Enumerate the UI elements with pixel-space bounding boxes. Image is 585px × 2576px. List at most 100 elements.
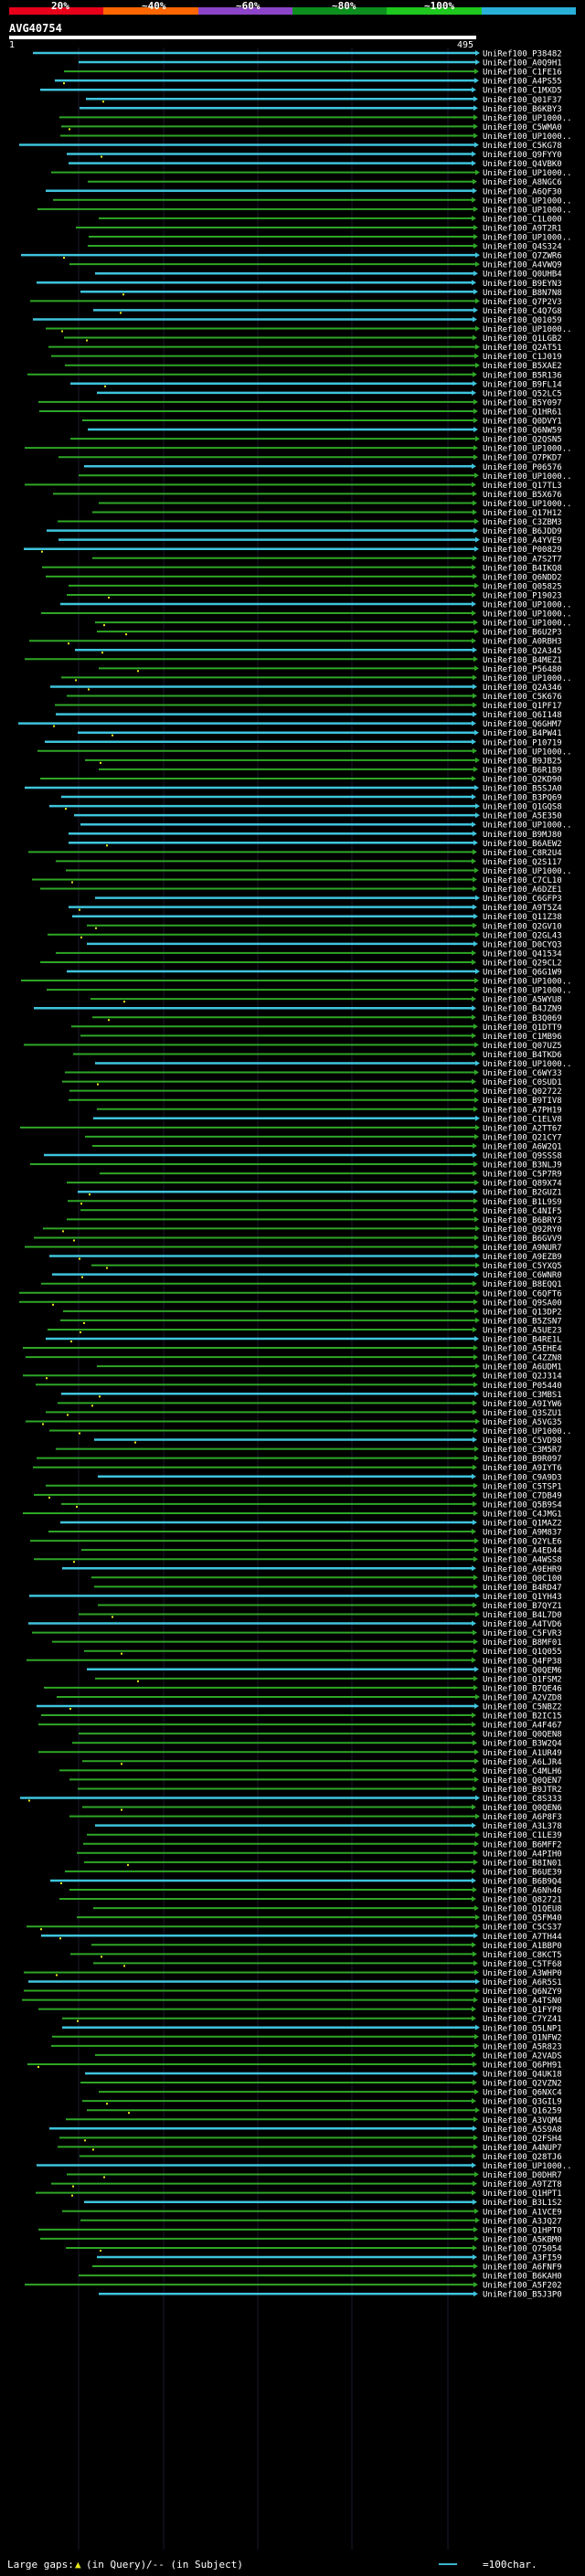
hit-label[interactable]: UniRef100_B4RD47 (483, 1584, 562, 1593)
hit-label[interactable]: UniRef100_Q21CY7 (483, 1133, 562, 1142)
hit-label[interactable]: UniRef100_B6GVV9 (483, 1235, 562, 1244)
hit-label[interactable]: UniRef100_B4IKQ8 (483, 564, 562, 573)
hit-label[interactable]: UniRef100_C1MB96 (483, 1033, 562, 1042)
hit-label[interactable]: UniRef100_Q0QEN8 (483, 1731, 562, 1740)
hit-label[interactable]: UniRef100_B9R097 (483, 1455, 562, 1464)
hit-label[interactable]: UniRef100_A2VADS (483, 2051, 562, 2061)
hit-label[interactable]: UniRef100_C4JMG1 (483, 1510, 562, 1519)
hit-label[interactable]: UniRef100_Q2VZN2 (483, 2080, 562, 2089)
hit-label[interactable]: UniRef100_A4PS55 (483, 78, 562, 87)
hit-label[interactable]: UniRef100_UP1000.. (483, 234, 572, 243)
hit-label[interactable]: UniRef100_A0Q9H1 (483, 59, 562, 69)
hit-label[interactable]: UniRef100_A6Nh46 (483, 1887, 562, 1896)
hit-label[interactable]: UniRef100_Q2S117 (483, 858, 562, 867)
hit-label[interactable]: UniRef100_UP1000.. (483, 169, 572, 178)
hit-label[interactable]: UniRef100_A6W2Q1 (483, 1142, 562, 1151)
hit-label[interactable]: UniRef100_Q1DTT9 (483, 1023, 562, 1033)
hit-label[interactable]: UniRef100_A6QF30 (483, 187, 562, 196)
hit-label[interactable]: UniRef100_A4TSN0 (483, 1997, 562, 2006)
hit-label[interactable]: UniRef100_B6KAH0 (483, 2273, 562, 2282)
hit-label[interactable]: UniRef100_UP1000.. (483, 610, 572, 620)
hit-label[interactable]: UniRef100_UP1000.. (483, 445, 572, 454)
hit-label[interactable]: UniRef100_Q2GL43 (483, 931, 562, 940)
hit-label[interactable]: UniRef100_A9EZB9 (483, 1253, 562, 1262)
hit-label[interactable]: UniRef100_C7CL10 (483, 876, 562, 885)
hit-label[interactable]: UniRef100_Q6G1W9 (483, 969, 562, 978)
hit-label[interactable]: UniRef100_C5WMA0 (483, 123, 562, 133)
hit-label[interactable]: UniRef100_Q05825 (483, 582, 562, 591)
hit-label[interactable]: UniRef100_C6QFT6 (483, 1289, 562, 1299)
hit-label[interactable]: UniRef100_Q1NFW2 (483, 2033, 562, 2042)
hit-label[interactable]: UniRef100_UP1000.. (483, 2162, 572, 2171)
hit-label[interactable]: UniRef100_C8S333 (483, 1795, 562, 1804)
hit-label[interactable]: UniRef100_D0CYQ3 (483, 940, 562, 949)
hit-label[interactable]: UniRef100_C3MBS1 (483, 1391, 562, 1400)
hit-label[interactable]: UniRef100_C4ZZN8 (483, 1354, 562, 1363)
hit-label[interactable]: UniRef100_C5VD98 (483, 1436, 562, 1446)
hit-label[interactable]: UniRef100_Q0C100 (483, 1574, 562, 1584)
hit-label[interactable]: UniRef100_B4RE1L (483, 1336, 562, 1345)
hit-label[interactable]: UniRef100_A4PIH0 (483, 1850, 562, 1859)
hit-label[interactable]: UniRef100_Q6GHM7 (483, 720, 562, 729)
hit-label[interactable]: UniRef100_B3L1S2 (483, 2199, 562, 2208)
hit-label[interactable]: UniRef100_Q9FYY0 (483, 151, 562, 160)
hit-label[interactable]: UniRef100_A4ED44 (483, 1547, 562, 1556)
hit-label[interactable]: UniRef100_B9JTR2 (483, 1786, 562, 1795)
hit-label[interactable]: UniRef100_B5SJA0 (483, 785, 562, 794)
hit-label[interactable]: UniRef100_C5TSP1 (483, 1482, 562, 1491)
hit-label[interactable]: UniRef100_A1UR49 (483, 1749, 562, 1758)
hit-label[interactable]: UniRef100_B5X676 (483, 491, 562, 500)
hit-label[interactable]: UniRef100_C7YZ41 (483, 2015, 562, 2024)
hit-label[interactable]: UniRef100_Q1FYP8 (483, 2006, 562, 2015)
hit-label[interactable]: UniRef100_Q17H12 (483, 509, 562, 518)
hit-label[interactable]: UniRef100_B6B9Q4 (483, 1877, 562, 1886)
hit-label[interactable]: UniRef100_Q2YLE6 (483, 1538, 562, 1547)
hit-label[interactable]: UniRef100_C0SUD1 (483, 1078, 562, 1087)
hit-label[interactable]: UniRef100_A9NUR7 (483, 1244, 562, 1253)
hit-label[interactable]: UniRef100_A2VZD8 (483, 1693, 562, 1702)
hit-label[interactable]: UniRef100_B3NLJ9 (483, 1161, 562, 1171)
hit-label[interactable]: UniRef100_A7TH44 (483, 1933, 562, 1942)
hit-label[interactable]: UniRef100_Q2AT51 (483, 344, 562, 353)
hit-label[interactable]: UniRef100_Q4FP38 (483, 1657, 562, 1666)
hit-label[interactable]: UniRef100_B6BRY3 (483, 1216, 562, 1225)
hit-label[interactable]: UniRef100_C5FVR3 (483, 1629, 562, 1638)
hit-label[interactable]: UniRef100_A6DZE1 (483, 885, 562, 895)
hit-label[interactable]: UniRef100_A9T5Z4 (483, 904, 562, 913)
hit-label[interactable]: UniRef100_Q17TL3 (483, 482, 562, 491)
hit-label[interactable]: UniRef100_C1J019 (483, 353, 562, 362)
hit-label[interactable]: UniRef100_A6P8F3 (483, 1813, 562, 1822)
hit-label[interactable]: UniRef100_C1L000 (483, 215, 562, 224)
hit-label[interactable]: UniRef100_Q89X74 (483, 1180, 562, 1189)
hit-label[interactable]: UniRef100_Q0QEM6 (483, 1666, 562, 1675)
hit-label[interactable]: UniRef100_Q2A346 (483, 684, 562, 693)
hit-label[interactable]: UniRef100_Q6NXC4 (483, 2089, 562, 2098)
hit-label[interactable]: UniRef100_Q01F37 (483, 96, 562, 105)
hit-label[interactable]: UniRef100_C5CS37 (483, 1924, 562, 1933)
hit-label[interactable]: UniRef100_A9T2R1 (483, 224, 562, 233)
hit-label[interactable]: UniRef100_B6AEW2 (483, 840, 562, 849)
hit-label[interactable]: UniRef100_Q02722 (483, 1087, 562, 1097)
hit-label[interactable]: UniRef100_P19023 (483, 591, 562, 600)
hit-label[interactable]: UniRef100_UP1000.. (483, 601, 572, 610)
hit-label[interactable]: UniRef100_B9JB25 (483, 757, 562, 766)
hit-label[interactable]: UniRef100_B4JZN9 (483, 1005, 562, 1014)
hit-label[interactable]: UniRef100_C9A9D3 (483, 1473, 562, 1482)
hit-label[interactable]: UniRef100_A3JQ27 (483, 2217, 562, 2226)
hit-label[interactable]: UniRef100_UP1000.. (483, 867, 572, 876)
hit-label[interactable]: UniRef100_P38482 (483, 50, 562, 59)
hit-label[interactable]: UniRef100_D0DHR7 (483, 2171, 562, 2180)
hit-label[interactable]: UniRef100_B5ZSN7 (483, 1317, 562, 1326)
hit-label[interactable]: UniRef100_Q2A345 (483, 647, 562, 656)
hit-label[interactable]: UniRef100_C1MXD5 (483, 87, 562, 96)
hit-label[interactable]: UniRef100_A5F202 (483, 2282, 562, 2291)
hit-label[interactable]: UniRef100_Q0QEN7 (483, 1776, 562, 1786)
hit-label[interactable]: UniRef100_A6LJR4 (483, 1758, 562, 1767)
hit-label[interactable]: UniRef100_Q1YH43 (483, 1593, 562, 1602)
hit-label[interactable]: UniRef100_A9IYT6 (483, 1464, 562, 1473)
hit-label[interactable]: UniRef100_Q7ZWR6 (483, 252, 562, 261)
hit-label[interactable]: UniRef100_Q1GQS8 (483, 803, 562, 812)
hit-label[interactable]: UniRef100_A5EHE4 (483, 1345, 562, 1354)
hit-label[interactable]: UniRef100_B9FL14 (483, 380, 562, 389)
hit-label[interactable]: UniRef100_Q1HPT1 (483, 2189, 562, 2199)
